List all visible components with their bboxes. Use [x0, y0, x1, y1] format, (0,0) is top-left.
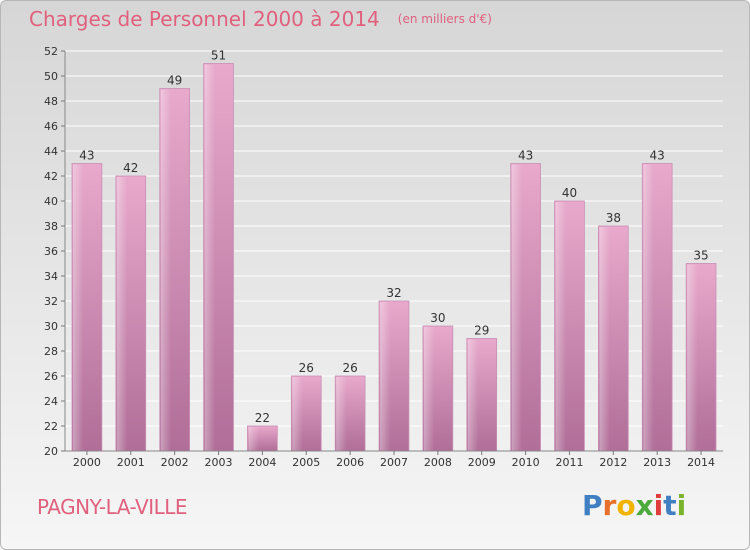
- y-tick-label: 34: [44, 270, 58, 283]
- x-tick-label-2011: 2011: [555, 456, 583, 469]
- x-tick-label-2008: 2008: [424, 456, 452, 469]
- value-label-2012: 38: [606, 211, 621, 225]
- bar-highlight: [511, 164, 523, 451]
- y-tick-label: 38: [44, 220, 58, 233]
- bar-highlight: [643, 164, 654, 451]
- x-tick-label-2010: 2010: [512, 456, 540, 469]
- y-tick-label: 30: [44, 320, 58, 333]
- x-tick-label-2007: 2007: [380, 456, 408, 469]
- logo-letter: r: [602, 489, 617, 522]
- y-tick-label: 22: [44, 420, 58, 433]
- value-label-2005: 26: [299, 361, 314, 375]
- bar-highlight: [204, 64, 216, 451]
- y-tick-label: 24: [44, 395, 58, 408]
- y-tick-label: 28: [44, 345, 58, 358]
- y-tick-label: 42: [44, 170, 58, 183]
- bar-highlight: [380, 302, 391, 451]
- logo-letter: i: [653, 489, 664, 522]
- value-label-2009: 29: [474, 324, 489, 338]
- value-label-2007: 32: [386, 286, 401, 300]
- x-tick-label-2005: 2005: [292, 456, 320, 469]
- bar-highlight: [73, 164, 84, 451]
- value-label-2000: 43: [79, 149, 94, 163]
- axes: 20 22 24 26 28 30 32 34 36 38 40 42 44 46 48 50 52 2000 20…: [44, 45, 723, 469]
- y-tick-label: 32: [44, 295, 58, 308]
- x-tick-label-2012: 2012: [599, 456, 627, 469]
- bar-highlight: [116, 177, 128, 451]
- value-label-2010: 43: [518, 149, 533, 163]
- bar-highlight: [423, 327, 435, 451]
- y-tick-label: 36: [44, 245, 58, 258]
- x-tick-label-2003: 2003: [205, 456, 233, 469]
- value-label-2013: 43: [650, 149, 665, 163]
- value-label-2004: 22: [255, 411, 270, 425]
- y-tick-label: 52: [44, 45, 58, 58]
- value-label-2008: 30: [430, 311, 445, 325]
- y-tick-label: 48: [44, 95, 58, 108]
- x-tick-label-2000: 2000: [73, 456, 101, 469]
- bar-highlight: [687, 264, 698, 451]
- bar-highlight: [292, 377, 303, 451]
- logo-letter: i: [676, 489, 687, 522]
- y-tick-label: 20: [44, 445, 58, 458]
- value-label-2006: 26: [342, 361, 357, 375]
- bar-highlight: [248, 427, 259, 451]
- chart-title-text: Charges de Personnel 2000 à 2014: [29, 7, 380, 31]
- bar-highlight: [336, 377, 347, 451]
- value-label-2002: 49: [167, 74, 182, 88]
- logo-letter: t: [663, 489, 677, 522]
- bars: [71, 63, 717, 452]
- bar-highlight: [555, 202, 566, 451]
- y-tick-label: 26: [44, 370, 58, 383]
- value-label-2011: 40: [562, 186, 577, 200]
- logo-letter: P: [582, 489, 603, 522]
- y-tick-label: 44: [44, 145, 58, 158]
- value-label-2014: 35: [693, 249, 708, 263]
- commune-name: PAGNY-LA-VILLE: [37, 495, 188, 519]
- y-tick-label: 46: [44, 120, 58, 133]
- y-tick-label: 50: [44, 70, 58, 83]
- value-labels: 43 42 49 51 22 26 26 32 30 29 43 40 38 43 35: [79, 49, 708, 426]
- logo-letter: x: [635, 489, 654, 522]
- x-tick-label-2014: 2014: [687, 456, 715, 469]
- bar-highlight: [160, 89, 172, 451]
- chart-title: Charges de Personnel 2000 à 2014 (en mill…: [29, 7, 492, 31]
- x-tick-label-2009: 2009: [468, 456, 496, 469]
- x-tick-label-2006: 2006: [336, 456, 364, 469]
- chart-unit: (en milliers d'€): [397, 12, 492, 26]
- bar-highlight: [599, 227, 610, 451]
- bar-highlight: [467, 339, 479, 451]
- proxiti-logo: Proxiti: [582, 489, 686, 522]
- logo-letter: o: [616, 489, 636, 522]
- y-tick-label: 40: [44, 195, 58, 208]
- x-tick-label-2001: 2001: [117, 456, 145, 469]
- x-tick-label-2002: 2002: [161, 456, 189, 469]
- x-tick-label-2013: 2013: [643, 456, 671, 469]
- value-label-2003: 51: [211, 49, 226, 63]
- value-label-2001: 42: [123, 161, 138, 175]
- x-tick-label-2004: 2004: [248, 456, 276, 469]
